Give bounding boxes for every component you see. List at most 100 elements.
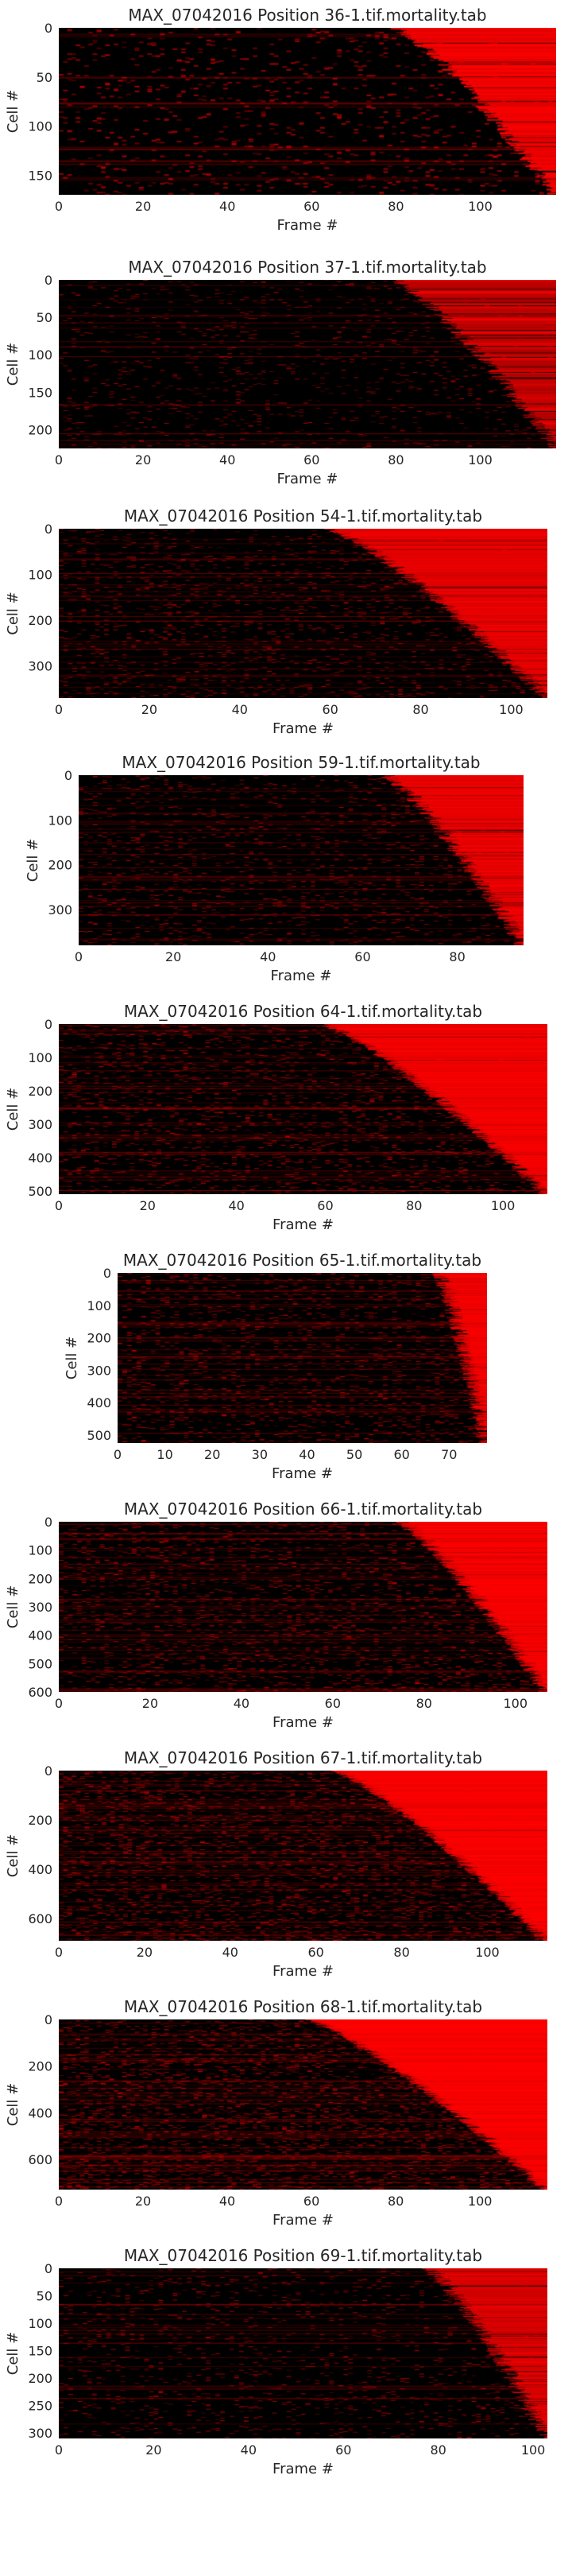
x-tick-label: 0 — [114, 1447, 122, 1462]
y-tick-label: 200 — [28, 422, 52, 437]
x-tick-label: 100 — [499, 702, 524, 717]
y-axis-label: Cell # — [5, 343, 21, 386]
y-tick-label: 400 — [87, 1395, 111, 1410]
x-tick-label: 80 — [388, 199, 404, 214]
y-tick-label: 0 — [44, 1763, 52, 1779]
heatmap-panel-5: MAX_07042016 Position 64-1.tif.mortality… — [5, 1002, 547, 1233]
x-tick-label: 20 — [204, 1447, 220, 1462]
x-tick-label: 20 — [135, 452, 151, 467]
x-tick-label: 0 — [55, 2442, 63, 2458]
x-tick-label: 100 — [491, 1198, 516, 1213]
chart-title: MAX_07042016 Position 64-1.tif.mortality… — [124, 1002, 482, 1021]
y-axis-label: Cell # — [5, 1585, 21, 1628]
y-axis-label: Cell # — [64, 1336, 80, 1379]
heatmap-image — [59, 529, 547, 698]
x-tick-label: 60 — [308, 1945, 324, 1960]
y-tick-label: 0 — [103, 1266, 111, 1281]
y-tick-label: 200 — [48, 858, 72, 873]
y-tick-label: 400 — [28, 1862, 52, 1877]
y-axis-label: Cell # — [25, 839, 41, 882]
y-tick-label: 150 — [28, 168, 52, 183]
x-tick-label: 0 — [55, 1945, 63, 1960]
x-tick-label: 80 — [393, 1945, 409, 1960]
y-tick-label: 300 — [28, 1117, 52, 1132]
y-tick-label: 200 — [28, 2059, 52, 2074]
x-tick-label: 30 — [252, 1447, 268, 1462]
x-axis-label: Frame # — [271, 968, 332, 984]
x-tick-label: 70 — [441, 1447, 457, 1462]
heatmap-image — [59, 1024, 547, 1194]
chart-title: MAX_07042016 Position 69-1.tif.mortality… — [124, 2246, 482, 2265]
y-tick-label: 200 — [28, 1813, 52, 1828]
x-tick-label: 100 — [475, 1945, 500, 1960]
y-tick-label: 150 — [28, 385, 52, 400]
x-tick-label: 40 — [228, 1198, 244, 1213]
x-tick-label: 80 — [430, 2442, 446, 2458]
x-axis-label: Frame # — [272, 1465, 333, 1482]
y-tick-label: 100 — [28, 568, 52, 583]
y-tick-label: 0 — [44, 522, 52, 537]
heatmap-panel-10: MAX_07042016 Position 69-1.tif.mortality… — [5, 2246, 547, 2477]
x-axis-label: Frame # — [272, 2212, 334, 2229]
heatmap-panel-8: MAX_07042016 Position 67-1.tif.mortality… — [5, 1748, 547, 1980]
heatmap-image — [59, 1522, 547, 1692]
x-tick-label: 20 — [135, 2194, 151, 2209]
x-tick-label: 20 — [145, 2442, 161, 2458]
x-tick-label: 60 — [354, 949, 370, 964]
heatmap-panel-3: MAX_07042016 Position 54-1.tif.mortality… — [5, 506, 547, 737]
x-tick-label: 60 — [335, 2442, 351, 2458]
x-tick-label: 100 — [503, 1696, 528, 1711]
y-axis-label: Cell # — [5, 2332, 21, 2375]
y-tick-label: 600 — [28, 1911, 52, 1926]
chart-title: MAX_07042016 Position 65-1.tif.mortality… — [123, 1251, 481, 1270]
heatmap-image — [59, 1771, 547, 1941]
x-tick-label: 20 — [140, 1198, 156, 1213]
x-tick-label: 0 — [55, 702, 63, 717]
x-axis-label: Frame # — [277, 471, 338, 487]
x-tick-label: 40 — [219, 199, 235, 214]
x-tick-label: 80 — [388, 452, 404, 467]
x-axis-label: Frame # — [272, 1963, 334, 1980]
x-tick-label: 0 — [55, 199, 63, 214]
chart-title: MAX_07042016 Position 36-1.tif.mortality… — [128, 6, 486, 25]
x-tick-label: 40 — [219, 2194, 235, 2209]
x-tick-label: 0 — [55, 1198, 63, 1213]
x-tick-label: 80 — [449, 949, 465, 964]
y-tick-label: 50 — [37, 70, 52, 85]
x-tick-label: 60 — [322, 702, 338, 717]
y-tick-label: 50 — [37, 2289, 52, 2304]
y-tick-label: 200 — [87, 1331, 111, 1346]
x-tick-label: 0 — [75, 949, 83, 964]
y-tick-label: 300 — [28, 2426, 52, 2441]
x-tick-label: 40 — [299, 1447, 315, 1462]
x-tick-label: 0 — [55, 452, 63, 467]
heatmap-image — [59, 280, 556, 448]
y-tick-label: 100 — [28, 1050, 52, 1065]
y-axis-label: Cell # — [5, 592, 21, 634]
x-tick-label: 100 — [468, 199, 493, 214]
x-tick-label: 50 — [346, 1447, 362, 1462]
x-tick-label: 40 — [260, 949, 276, 964]
x-tick-label: 100 — [521, 2442, 546, 2458]
chart-title: MAX_07042016 Position 66-1.tif.mortality… — [124, 1499, 482, 1519]
y-tick-label: 100 — [28, 347, 52, 363]
y-tick-label: 300 — [87, 1363, 111, 1378]
y-tick-label: 600 — [28, 2152, 52, 2167]
y-tick-label: 200 — [28, 2371, 52, 2386]
x-tick-label: 20 — [137, 1945, 153, 1960]
y-tick-label: 400 — [28, 1628, 52, 1643]
x-tick-label: 0 — [55, 2194, 63, 2209]
y-tick-label: 200 — [28, 613, 52, 628]
x-tick-label: 20 — [141, 702, 157, 717]
y-axis-label: Cell # — [5, 90, 21, 133]
x-tick-label: 60 — [303, 452, 319, 467]
x-tick-label: 20 — [135, 199, 151, 214]
y-axis-label: Cell # — [5, 1834, 21, 1877]
x-tick-label: 0 — [55, 1696, 63, 1711]
y-tick-label: 600 — [28, 1685, 52, 1700]
x-tick-label: 40 — [232, 702, 248, 717]
heatmap-panel-4: MAX_07042016 Position 59-1.tif.mortality… — [25, 753, 524, 984]
y-tick-label: 0 — [44, 2261, 52, 2276]
x-tick-label: 60 — [325, 1696, 341, 1711]
